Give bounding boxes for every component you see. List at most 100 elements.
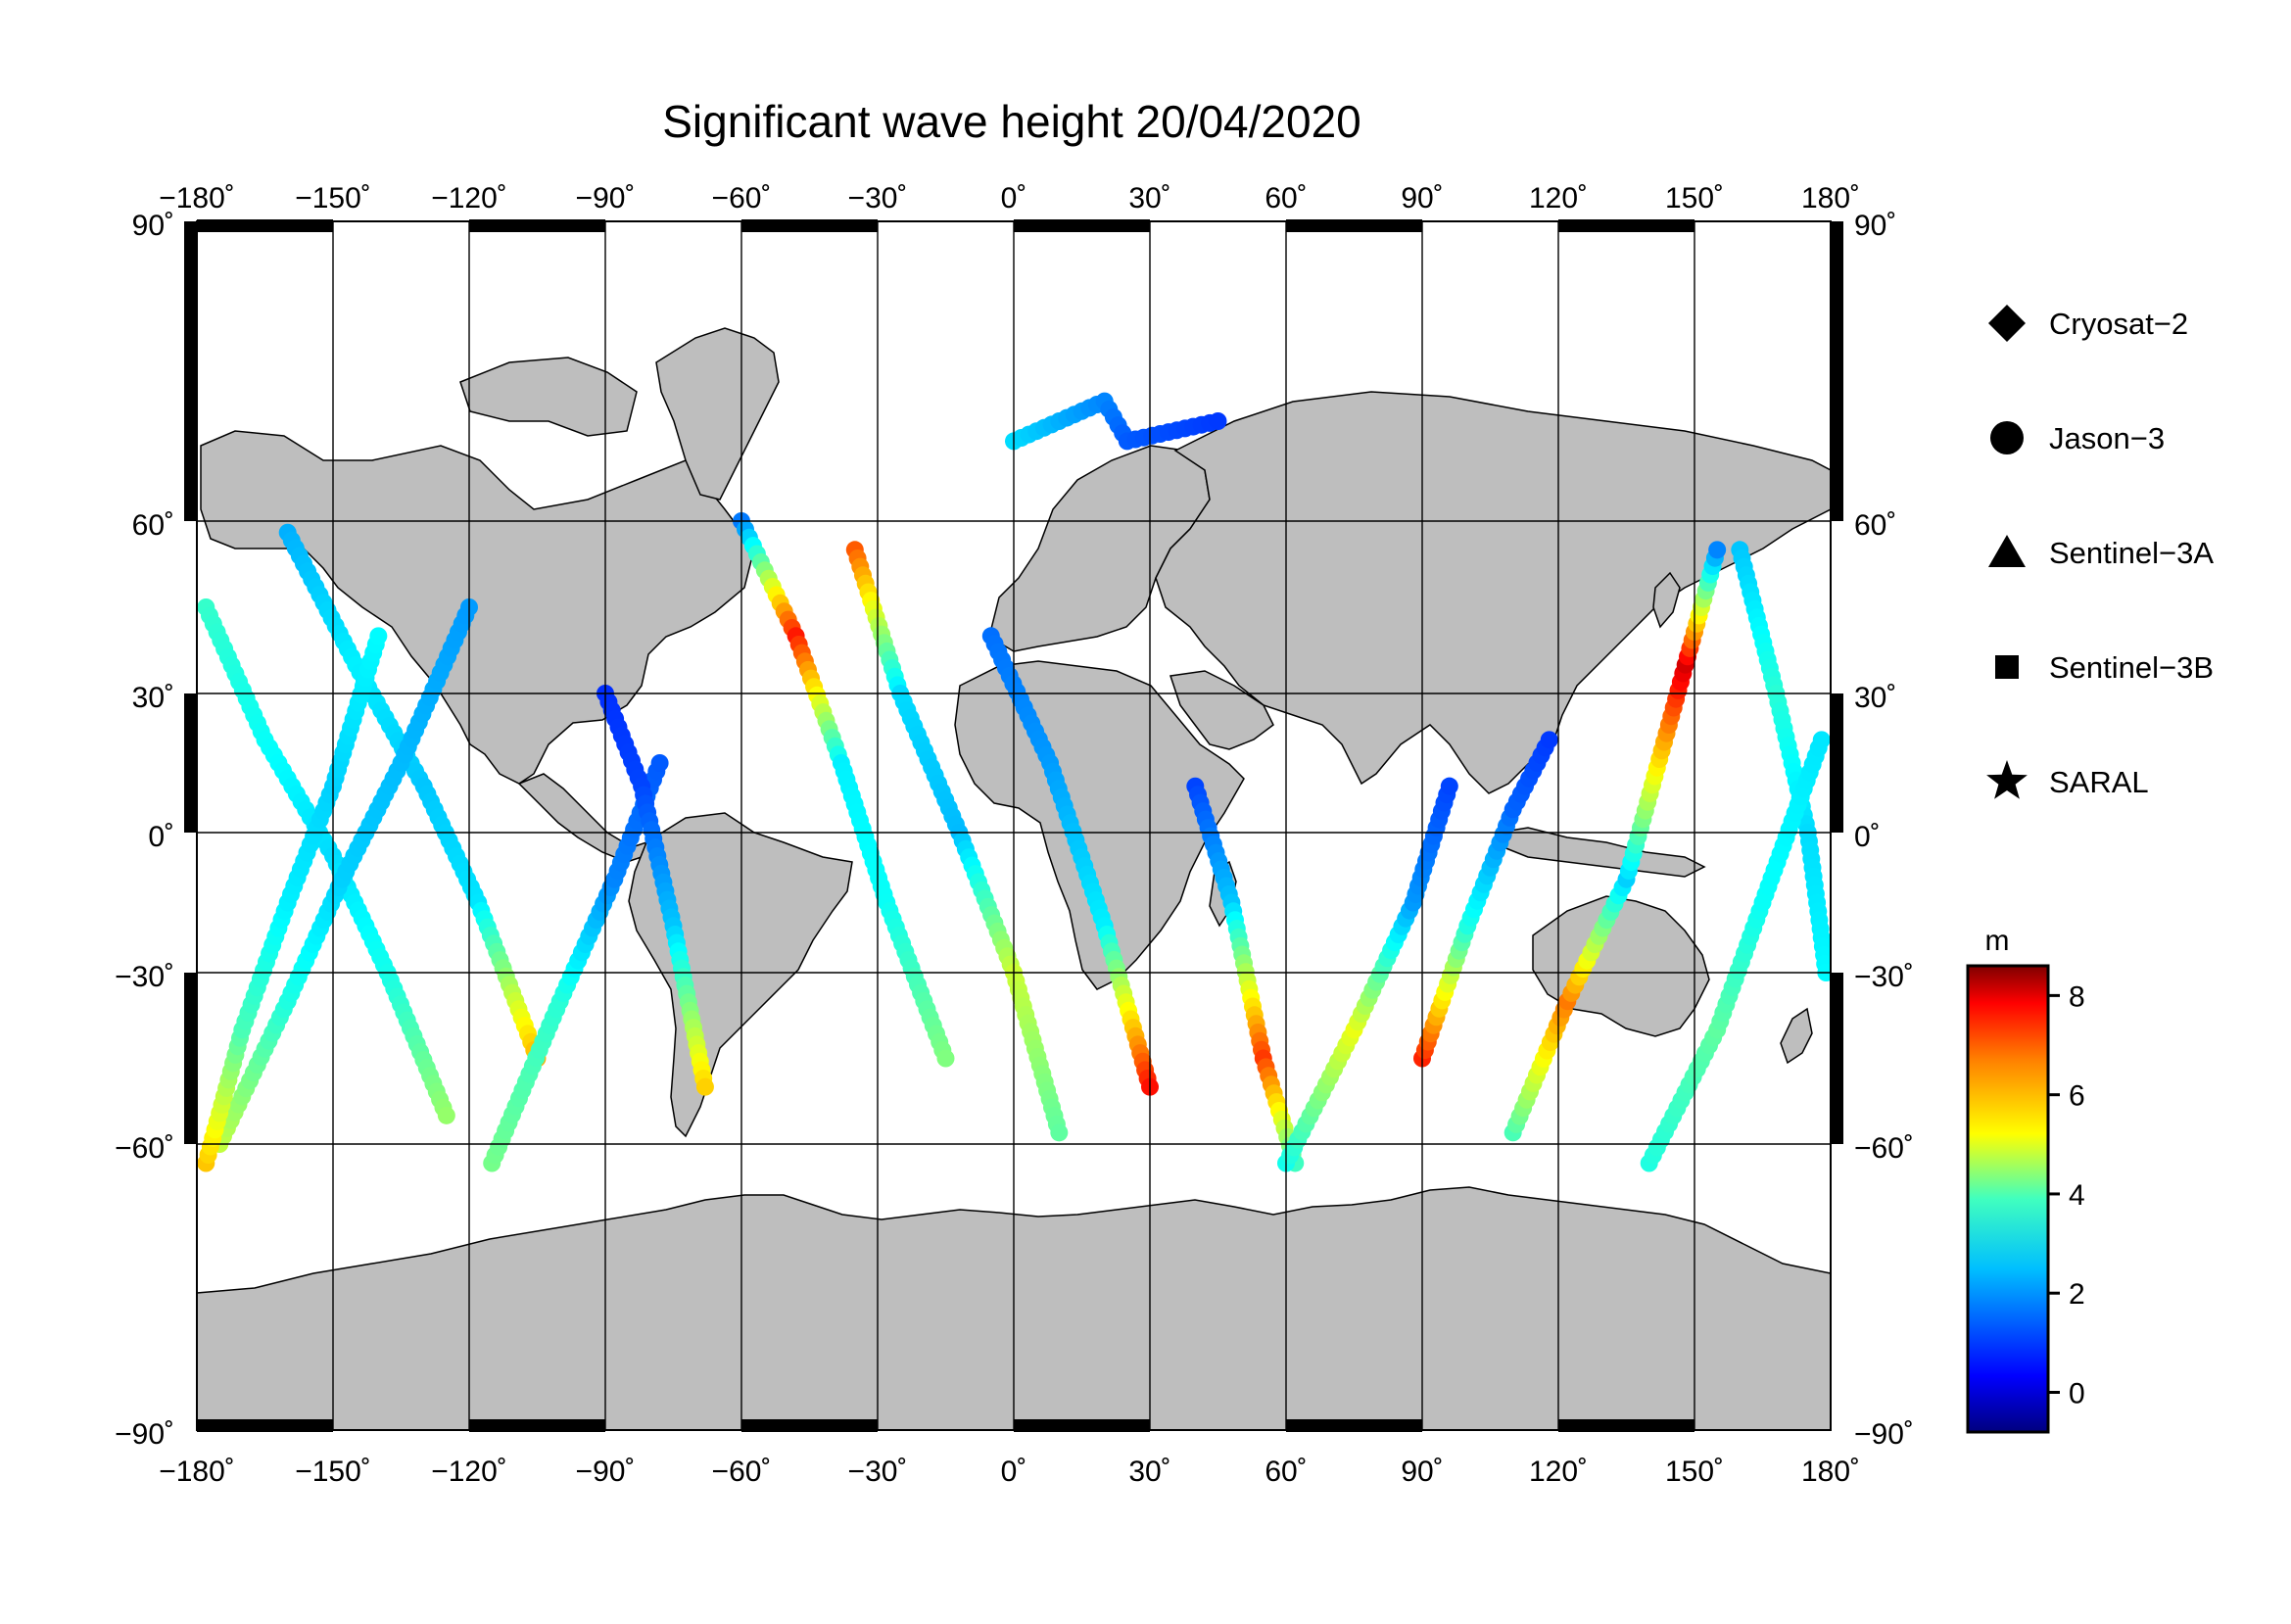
track-point (437, 1106, 455, 1124)
lat-tick-label-right: 90˚ (1854, 210, 1896, 242)
africa-land (954, 660, 1245, 990)
lon-tick-label-top: 90˚ (1401, 182, 1443, 215)
map-title: Significant wave height 20/04/2020 (662, 96, 1361, 147)
track-point (1812, 731, 1831, 749)
lat-tick-label-left: −30˚ (115, 961, 174, 993)
lon-tick-label-top: 60˚ (1265, 182, 1307, 215)
frame-segment-top (469, 219, 605, 232)
lon-tick-label-bottom: 60˚ (1265, 1456, 1307, 1488)
lat-tick-label-left: 30˚ (132, 682, 174, 714)
frame-segment-bottom (741, 1419, 878, 1432)
track-point (650, 754, 669, 772)
legend-item-label: SARAL (2049, 765, 2149, 799)
diamond-icon (1988, 305, 2026, 342)
colorbar-tick-label: 6 (2069, 1080, 2085, 1113)
track-point (369, 627, 388, 645)
frame-segment-left (184, 693, 197, 833)
lon-tick-label-bottom: 0˚ (1001, 1456, 1027, 1488)
frame-segment-top (741, 219, 878, 232)
lon-tick-label-top: −120˚ (431, 182, 507, 215)
greenland-land (655, 327, 780, 501)
track-point (936, 1049, 955, 1068)
legend-item: Sentinel−3B (1995, 650, 2214, 685)
satellite-track (1731, 541, 1831, 981)
colorbar-tick-label: 0 (2069, 1377, 2085, 1409)
track-point (1050, 1123, 1069, 1142)
legend-item: SARAL (1986, 760, 2149, 799)
frame-segment-bottom (469, 1419, 605, 1432)
lon-tick-label-bottom: 150˚ (1665, 1456, 1724, 1488)
frame-segment-left (184, 973, 197, 1144)
lon-tick-label-top: 180˚ (1801, 182, 1860, 215)
lat-tick-label-right: −90˚ (1854, 1418, 1914, 1451)
lon-tick-label-top: 120˚ (1529, 182, 1588, 215)
lat-tick-label-left: 0˚ (148, 821, 174, 853)
lon-tick-label-bottom: −180˚ (159, 1456, 235, 1488)
tick-labels: −180˚ −180˚ −150˚ −150˚ −120˚ −120˚ −90˚ −90˚ −6… (115, 182, 1914, 1488)
colorbar-tick-label: 4 (2069, 1179, 2085, 1212)
frame-segment-bottom (197, 1419, 333, 1432)
track-point (1440, 777, 1458, 795)
arctic-islands-land (459, 357, 638, 437)
square-icon (1995, 655, 2019, 679)
lat-tick-label-left: −90˚ (115, 1418, 174, 1451)
track-point (1708, 541, 1727, 559)
colorbar: m 0 2 4 6 8 (1966, 925, 2085, 1434)
track-point (1540, 731, 1558, 749)
lon-tick-label-bottom: −30˚ (848, 1456, 908, 1488)
satellite-track (733, 512, 955, 1068)
new-zealand-land (1780, 1007, 1813, 1065)
legend-item: Jason−3 (1990, 421, 2165, 455)
track-point (1209, 412, 1227, 430)
lat-tick-label-left: −60˚ (115, 1132, 174, 1165)
lat-tick-label-left: 60˚ (132, 509, 174, 542)
frame-segment-top (1558, 219, 1694, 232)
legend-item-label: Sentinel−3B (2049, 650, 2214, 685)
lon-tick-label-bottom: −120˚ (431, 1456, 507, 1488)
lon-tick-label-top: −30˚ (848, 182, 908, 215)
lon-tick-label-top: 30˚ (1128, 182, 1170, 215)
lon-tick-label-bottom: 90˚ (1401, 1456, 1443, 1488)
triangle-icon (1988, 535, 2026, 567)
legend-item-label: Jason−3 (2049, 421, 2165, 455)
satellite-track (1640, 731, 1831, 1172)
lat-tick-label-right: 0˚ (1854, 821, 1881, 853)
legend-item: Cryosat−2 (1988, 305, 2188, 342)
lat-tick-label-right: −30˚ (1854, 961, 1914, 993)
lon-tick-label-top: −90˚ (576, 182, 636, 215)
japan-land (1652, 571, 1681, 629)
satellite-track (211, 598, 478, 1153)
lon-tick-label-top: −60˚ (712, 182, 772, 215)
lat-tick-label-left: 90˚ (132, 210, 174, 242)
lat-tick-label-right: −60˚ (1854, 1132, 1914, 1165)
star-icon (1986, 760, 2028, 799)
circle-icon (1990, 421, 2024, 454)
satellite-track (1005, 392, 1227, 451)
frame-segment-right (1831, 693, 1843, 833)
south-america-land (628, 812, 853, 1138)
frame-segment-bottom (1286, 1419, 1422, 1432)
lon-tick-label-top: 150˚ (1665, 182, 1724, 215)
lon-tick-label-top: 0˚ (1001, 182, 1027, 215)
colorbar-gradient (1966, 964, 2050, 1434)
lon-tick-label-bottom: 180˚ (1801, 1456, 1860, 1488)
frame-segment-top (1014, 219, 1150, 232)
frame-segment-left (184, 221, 197, 521)
lon-tick-label-bottom: 120˚ (1529, 1456, 1588, 1488)
frame-segment-bottom (1014, 1419, 1150, 1432)
legend-item-label: Cryosat−2 (2049, 307, 2188, 341)
arabia-land (1169, 670, 1274, 750)
frame-segment-top (1286, 219, 1422, 232)
lon-tick-label-top: −150˚ (295, 182, 371, 215)
lon-tick-label-top: −180˚ (159, 182, 235, 215)
frame-segment-bottom (1558, 1419, 1694, 1432)
satellite-track (981, 627, 1159, 1096)
frame-segment-right (1831, 973, 1843, 1144)
lat-tick-label-right: 30˚ (1854, 682, 1896, 714)
colorbar-tick-label: 2 (2069, 1278, 2085, 1311)
legend-item: Sentinel−3A (1988, 535, 2214, 570)
map-frame (184, 219, 1843, 1432)
colorbar-unit: m (1985, 925, 2010, 957)
satellite-track (1186, 777, 1305, 1172)
